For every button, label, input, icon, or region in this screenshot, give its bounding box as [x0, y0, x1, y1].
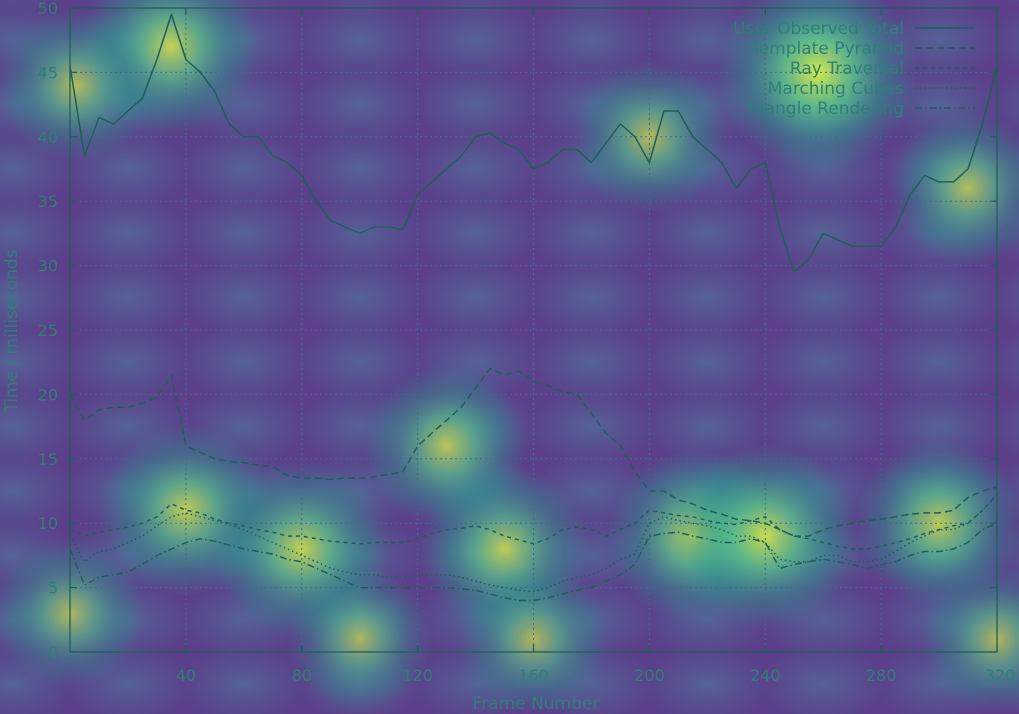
x-tick-label: 80	[292, 666, 312, 685]
heat-band	[180, 323, 308, 401]
heat-band	[875, 323, 1003, 401]
heat-band	[991, 330, 1019, 395]
heat-band	[0, 387, 76, 466]
y-tick-label: 30	[38, 257, 58, 276]
heat-spot	[571, 59, 727, 215]
x-tick-label: 240	[750, 666, 781, 685]
heat-band	[180, 194, 308, 273]
series-line-3	[69, 494, 998, 550]
x-tick-label: 120	[402, 666, 433, 685]
heat-band	[411, 130, 540, 208]
heat-band	[527, 259, 656, 337]
y-tick-label: 45	[38, 63, 58, 82]
heat-band	[991, 265, 1019, 330]
heat-band	[0, 452, 76, 530]
heat-band	[295, 130, 424, 208]
x-tick-label: 160	[518, 666, 549, 685]
heat-spot	[286, 566, 433, 713]
heat-spot	[890, 110, 1019, 266]
heat-band	[411, 259, 540, 337]
axes: 40 80 120 160 200 240 280 320 0 5 10 15 20 25 30 35 40 45…	[38, 0, 1016, 685]
x-tick-label: 200	[634, 666, 665, 685]
legend-label: Template Pyramid	[750, 39, 904, 59]
heat-band	[295, 1, 424, 79]
heat-band	[643, 259, 772, 337]
heat-band	[411, 1, 540, 79]
heat-band	[180, 130, 308, 208]
heat-band	[527, 194, 656, 273]
heat-band	[759, 387, 887, 466]
series-line-2	[69, 367, 998, 537]
heat-band	[875, 259, 1003, 337]
heat-band	[411, 194, 540, 273]
y-tick-label: 50	[38, 0, 58, 18]
heat-band	[0, 323, 76, 401]
heat-band	[64, 259, 192, 337]
heat-band	[0, 194, 76, 273]
heat-band	[527, 1, 656, 79]
series-lines	[69, 13, 998, 602]
heat-band	[991, 394, 1019, 459]
heat-band	[643, 323, 772, 401]
heat-band	[0, 259, 76, 337]
heat-band	[527, 387, 656, 466]
y-tick-label: 40	[38, 128, 58, 147]
heat-spot	[717, 0, 918, 173]
grid	[70, 8, 997, 652]
y-axis-label: Time / milliseconds	[2, 249, 22, 413]
heat-band	[759, 323, 887, 401]
series-line-1	[69, 13, 998, 273]
heat-band	[180, 259, 308, 337]
heat-spot	[921, 563, 1019, 714]
heat-band	[527, 323, 656, 401]
y-tick-label: 5	[48, 579, 58, 598]
series-line-4	[69, 494, 998, 593]
x-tick-label: 280	[866, 666, 897, 685]
heat-band	[180, 645, 308, 714]
heat-band	[1005, 0, 1019, 8]
legend-label: Marching Cubes	[768, 79, 904, 99]
y-tick-label: 35	[38, 192, 58, 211]
heat-band	[295, 65, 424, 144]
heat-spot	[672, 442, 859, 630]
heat-band	[643, 645, 772, 714]
x-tick-label: 320	[985, 666, 1016, 685]
y-tick-label: 20	[38, 385, 58, 404]
heat-spot	[0, 7, 154, 163]
y-tick-label: 15	[38, 450, 58, 469]
series-line-5	[69, 522, 998, 602]
y-tick-label: 25	[38, 321, 58, 340]
legend-label: User Observed Total	[733, 19, 904, 39]
x-axis-label: Frame Number	[473, 694, 600, 714]
heat-band	[64, 194, 192, 273]
heat-spot	[0, 538, 146, 689]
heat-band	[295, 259, 424, 337]
x-tick-label: 40	[176, 666, 196, 685]
heat-band	[991, 8, 1019, 73]
heat-band	[411, 65, 540, 144]
heat-band	[759, 259, 887, 337]
heat-band	[643, 194, 772, 273]
heat-band	[643, 387, 772, 466]
heat-band	[759, 645, 887, 714]
legend-label: Triangle Rendering	[744, 99, 904, 119]
y-tick-label: 0	[48, 643, 58, 662]
legend-label: Ray Traversal	[790, 59, 904, 79]
y-tick-label: 10	[38, 514, 58, 533]
heat-band	[64, 323, 192, 401]
heat-band	[295, 323, 424, 401]
